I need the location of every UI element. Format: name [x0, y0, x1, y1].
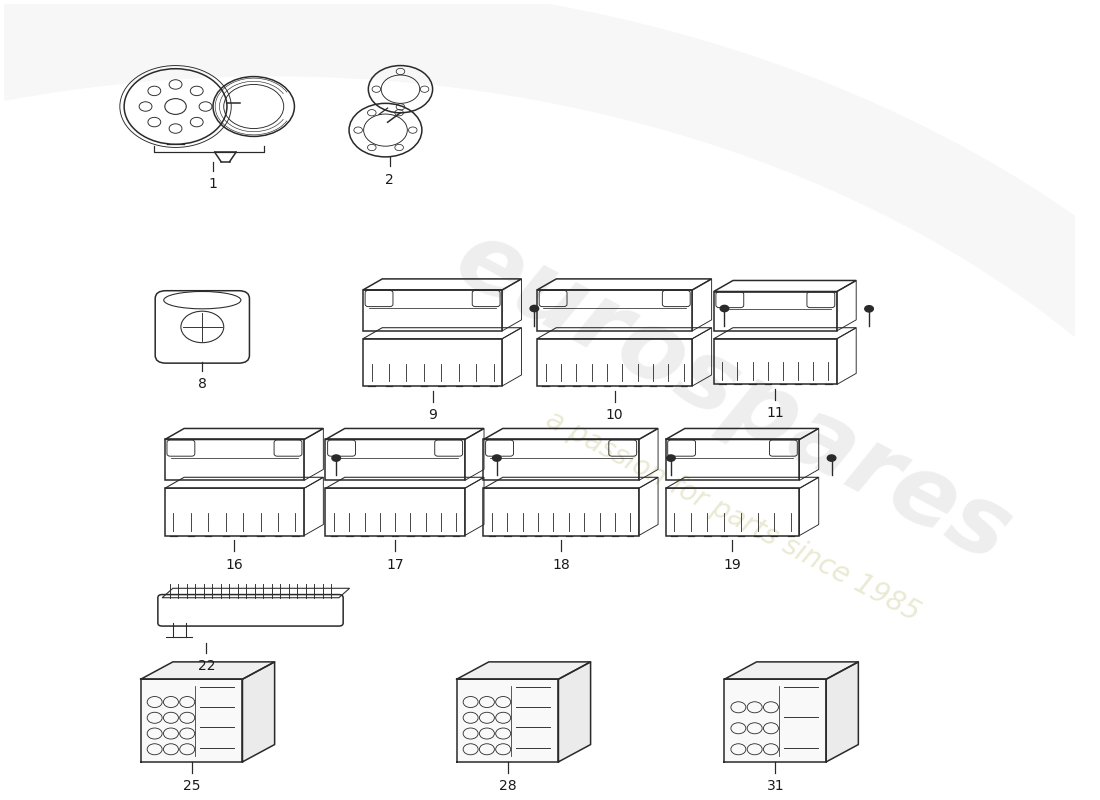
Polygon shape — [559, 662, 591, 762]
Polygon shape — [826, 662, 858, 762]
Circle shape — [493, 455, 502, 462]
Circle shape — [667, 455, 675, 462]
Circle shape — [865, 306, 873, 312]
Text: 17: 17 — [386, 558, 404, 571]
Polygon shape — [456, 662, 591, 679]
Text: 19: 19 — [724, 558, 741, 571]
Polygon shape — [456, 679, 559, 762]
Text: 8: 8 — [198, 378, 207, 391]
Polygon shape — [141, 662, 275, 679]
Text: 25: 25 — [183, 779, 200, 793]
Text: 2: 2 — [385, 173, 394, 186]
Polygon shape — [141, 679, 242, 762]
Circle shape — [720, 306, 728, 312]
Text: 10: 10 — [606, 408, 624, 422]
Text: 1: 1 — [209, 178, 218, 191]
Polygon shape — [242, 662, 275, 762]
Polygon shape — [725, 662, 858, 679]
Circle shape — [332, 455, 341, 462]
Polygon shape — [725, 679, 826, 762]
Text: eurospares: eurospares — [439, 212, 1026, 583]
Text: 16: 16 — [226, 558, 243, 571]
Text: a passion for parts since 1985: a passion for parts since 1985 — [541, 405, 924, 626]
Circle shape — [530, 306, 539, 312]
Text: 28: 28 — [498, 779, 516, 793]
Text: 22: 22 — [198, 659, 216, 673]
Text: 18: 18 — [552, 558, 570, 571]
Text: 11: 11 — [767, 406, 784, 421]
Circle shape — [827, 455, 836, 462]
Text: 9: 9 — [428, 408, 437, 422]
Text: 31: 31 — [767, 779, 784, 793]
